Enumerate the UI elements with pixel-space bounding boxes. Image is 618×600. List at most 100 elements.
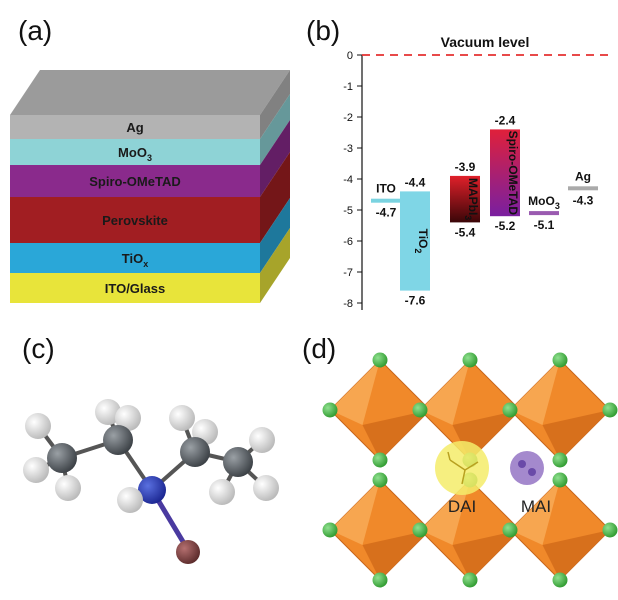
level-name: Ag (575, 169, 591, 183)
halide-atom (602, 402, 618, 418)
carbon-atom (180, 437, 210, 467)
octahedron-face (362, 410, 430, 460)
level-bar (450, 175, 480, 223)
halide-atom (372, 572, 388, 588)
carbon-atom (103, 425, 133, 455)
stack-layer-label: TiOx (122, 251, 148, 269)
stack-layer-label: ITO/Glass (105, 281, 165, 296)
hydrogen-atom (169, 405, 195, 431)
level-top-label: -3.9 (455, 160, 476, 174)
level-name: TiO2 (413, 229, 430, 254)
vacuum-level-label: Vacuum level (441, 34, 530, 50)
stack-layer-side (260, 70, 290, 139)
halide-atom (412, 522, 428, 538)
hydrogen-atom (23, 457, 49, 483)
hydrogen-atom (253, 475, 279, 501)
level-top-label: -4.4 (405, 175, 426, 189)
y-axis-tick-label: -1 (343, 81, 353, 93)
level-name: ITO (376, 182, 396, 196)
panel-label-c: (c) (22, 333, 55, 364)
halide-atom (412, 402, 428, 418)
stack-layer-label: Perovskite (102, 213, 168, 228)
octahedron-face (510, 360, 560, 425)
y-axis-tick-label: 0 (347, 50, 353, 62)
stack-layer (10, 243, 260, 273)
halide-atom (322, 522, 338, 538)
y-axis-tick-label: -6 (343, 236, 353, 248)
stack-layer-side (260, 198, 290, 273)
halide-atom (322, 402, 338, 418)
level-bar (490, 129, 520, 217)
octahedron-face (452, 530, 520, 580)
panel-label-b: (b) (306, 15, 340, 46)
level-value-label: -5.1 (534, 218, 555, 232)
nitrogen-atom (138, 476, 166, 504)
hydrogen-atom (249, 427, 275, 453)
stack-layer (10, 139, 260, 165)
stack-layer-label: Ag (126, 120, 143, 135)
octahedron-face (362, 530, 430, 580)
level-top-label: -2.4 (495, 113, 516, 127)
carbon-atom (47, 443, 77, 473)
level-value-label: -4.3 (573, 193, 594, 207)
level-name: Spiro-OMeTAD (506, 131, 520, 216)
level-bar (400, 191, 430, 291)
stack-layer (10, 115, 260, 139)
halide-atom (552, 452, 568, 468)
hydrogen-atom (209, 479, 235, 505)
stack-layer (10, 197, 260, 243)
octahedron-face (542, 410, 610, 460)
hydrogen-atom (115, 405, 141, 431)
level-line (529, 211, 559, 216)
level-bottom-label: -5.4 (455, 225, 476, 239)
octahedron-face (330, 480, 380, 545)
device-stack: Ag MoO3 Spiro-OMeTAD Perovskite TiOx ITO/Glas… (10, 70, 290, 303)
level-line (568, 186, 598, 191)
halide-atom (462, 352, 478, 368)
iodide-atom (176, 540, 200, 564)
hydrogen-atom (117, 487, 143, 513)
stack-layer-side (260, 228, 290, 303)
level-line (371, 198, 401, 203)
stack-top-face (10, 70, 290, 115)
panel-label-a: (a) (18, 15, 52, 46)
stack-layer-label: Spiro-OMeTAD (89, 174, 180, 189)
halide-atom (372, 472, 388, 488)
y-axis-tick-label: -7 (343, 267, 353, 279)
level-name: MoO3 (528, 194, 560, 211)
y-axis-tick-label: -2 (343, 112, 353, 124)
hydrogen-atom (55, 475, 81, 501)
stack-layer-label: MoO3 (118, 145, 152, 163)
y-axis-tick-label: -3 (343, 143, 353, 155)
hydrogen-atom (95, 399, 121, 425)
panel-label-d: (d) (302, 333, 336, 364)
y-axis-tick-label: -5 (343, 205, 353, 217)
perovskite-lattice (322, 352, 618, 588)
octahedron-face (420, 480, 470, 545)
level-bottom-label: -7.6 (405, 294, 426, 308)
halide-atom (372, 352, 388, 368)
halide-atom (602, 522, 618, 538)
octahedron-face (420, 360, 470, 425)
mai-highlight (510, 451, 544, 485)
octahedron-face (330, 360, 380, 425)
stack-layer-side (260, 152, 290, 243)
dai-molecule-model (23, 399, 279, 564)
dai-label: DAI (448, 497, 476, 516)
halide-atom (502, 402, 518, 418)
octahedron-face (510, 480, 560, 545)
hydrogen-atom (25, 413, 51, 439)
level-name: MAPbI3 (463, 178, 480, 220)
stack-layer (10, 165, 260, 197)
level-value-label: -4.7 (376, 206, 397, 220)
energy-level-diagram: Vacuum level 0 -1 -2 -3 -4 -5 -6 -7 -8 ITO -4.7 -4.… (343, 34, 610, 310)
halide-atom (552, 352, 568, 368)
halide-atom (552, 472, 568, 488)
dai-molecule: DAI (435, 441, 489, 516)
carbon-atom (223, 447, 253, 477)
halide-atom (372, 452, 388, 468)
stack-layer-side (260, 120, 290, 197)
y-axis-tick-label: -8 (343, 298, 353, 310)
